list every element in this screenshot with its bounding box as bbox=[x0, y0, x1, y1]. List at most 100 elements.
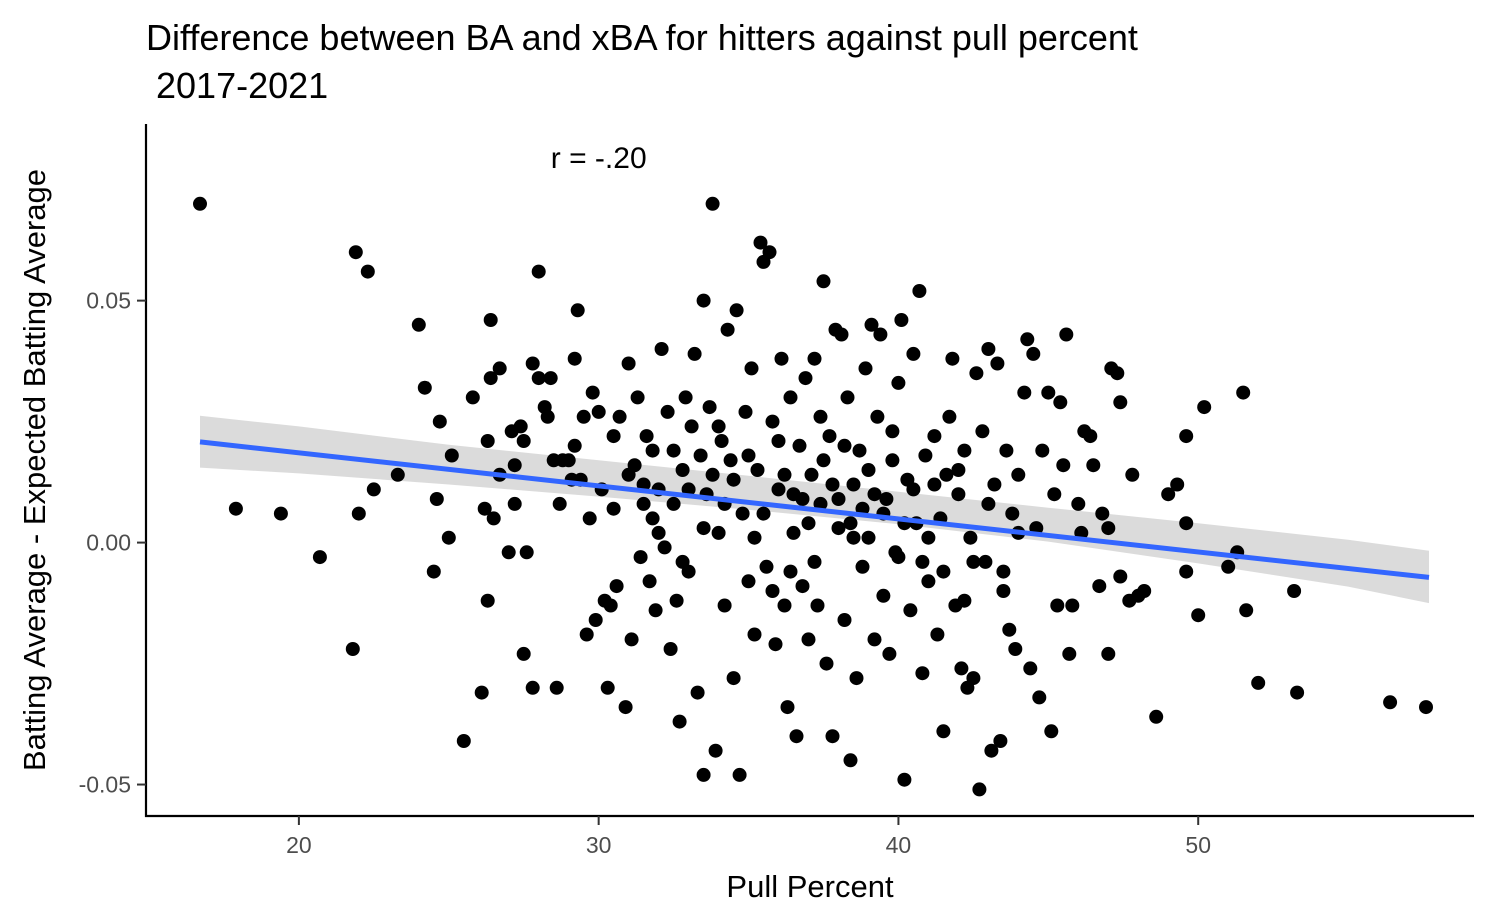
data-point-259 bbox=[771, 434, 786, 448]
data-point-154 bbox=[879, 492, 894, 506]
data-point-25 bbox=[486, 511, 501, 526]
data-point-67 bbox=[621, 356, 636, 371]
data-point-22 bbox=[480, 434, 495, 448]
data-point-218 bbox=[1086, 458, 1101, 473]
data-point-209 bbox=[1053, 395, 1068, 410]
data-point-269 bbox=[921, 530, 936, 545]
data-point-110 bbox=[747, 627, 762, 642]
data-point-76 bbox=[648, 603, 663, 618]
data-point-239 bbox=[1221, 559, 1236, 574]
data-point-184 bbox=[972, 782, 987, 797]
data-point-129 bbox=[804, 467, 819, 482]
data-point-199 bbox=[1020, 332, 1035, 347]
data-point-143 bbox=[846, 477, 861, 492]
data-point-30 bbox=[507, 458, 522, 473]
y-tick-label--0.05: -0.05 bbox=[79, 772, 131, 798]
data-point-118 bbox=[771, 482, 786, 497]
data-point-21 bbox=[480, 593, 495, 608]
data-point-195 bbox=[1005, 506, 1020, 521]
data-point-237 bbox=[1191, 608, 1206, 623]
data-point-283 bbox=[927, 477, 942, 492]
data-point-79 bbox=[657, 540, 672, 555]
data-point-70 bbox=[630, 390, 645, 405]
data-point-108 bbox=[741, 574, 756, 589]
data-point-243 bbox=[1251, 675, 1266, 690]
data-point-168 bbox=[921, 574, 936, 589]
data-point-192 bbox=[996, 564, 1011, 579]
data-point-73 bbox=[639, 429, 654, 444]
data-point-88 bbox=[684, 419, 699, 434]
data-point-103 bbox=[726, 671, 741, 686]
data-point-174 bbox=[942, 409, 957, 424]
data-point-12 bbox=[426, 564, 441, 579]
data-point-13 bbox=[429, 492, 444, 506]
data-point-15 bbox=[441, 530, 456, 545]
data-point-66 bbox=[618, 700, 633, 715]
data-point-62 bbox=[603, 598, 618, 613]
data-point-5 bbox=[348, 245, 363, 260]
data-point-201 bbox=[1026, 346, 1041, 361]
data-point-132 bbox=[813, 496, 828, 511]
data-point-95 bbox=[702, 400, 717, 415]
data-point-204 bbox=[1035, 443, 1050, 458]
data-point-244 bbox=[1287, 584, 1302, 598]
data-point-4 bbox=[345, 642, 360, 656]
data-point-85 bbox=[675, 463, 690, 477]
chart-title-line-1: Difference between BA and xBA for hitter… bbox=[146, 17, 1138, 58]
x-tick-layer: 20 30 40 50 bbox=[286, 816, 1211, 858]
data-point-49 bbox=[567, 351, 582, 366]
data-point-58 bbox=[591, 404, 606, 419]
data-point-81 bbox=[663, 642, 678, 656]
data-point-160 bbox=[897, 772, 912, 787]
data-point-232 bbox=[1161, 487, 1176, 502]
data-point-226 bbox=[1113, 395, 1128, 410]
data-point-84 bbox=[672, 714, 687, 729]
data-point-200 bbox=[1023, 661, 1038, 676]
data-point-285 bbox=[795, 492, 810, 506]
data-point-256 bbox=[726, 472, 741, 487]
data-point-97 bbox=[708, 743, 723, 758]
data-point-212 bbox=[1062, 646, 1077, 661]
data-point-111 bbox=[750, 463, 765, 477]
data-point-220 bbox=[1095, 506, 1110, 521]
data-point-235 bbox=[1179, 516, 1194, 531]
data-point-121 bbox=[780, 700, 795, 715]
data-point-205 bbox=[1041, 385, 1056, 400]
data-point-72 bbox=[636, 496, 651, 511]
data-point-274 bbox=[996, 584, 1011, 598]
data-point-254 bbox=[696, 521, 711, 536]
data-point-63 bbox=[606, 501, 621, 516]
data-point-100 bbox=[717, 598, 732, 613]
data-point-57 bbox=[588, 613, 603, 627]
data-point-255 bbox=[711, 419, 726, 434]
data-point-122 bbox=[783, 390, 798, 405]
data-point-146 bbox=[855, 559, 870, 574]
data-point-189 bbox=[987, 477, 1002, 492]
data-point-86 bbox=[678, 390, 693, 405]
data-point-37 bbox=[525, 356, 540, 371]
x-tick-label-50: 50 bbox=[1185, 832, 1211, 858]
data-point-231 bbox=[1149, 709, 1164, 724]
data-point-133 bbox=[816, 274, 831, 289]
data-point-90 bbox=[690, 685, 705, 700]
data-point-126 bbox=[795, 579, 810, 594]
data-point-224 bbox=[1110, 366, 1125, 381]
data-point-50 bbox=[567, 438, 582, 453]
x-axis-title: Pull Percent bbox=[726, 869, 894, 904]
data-point-169 bbox=[927, 429, 942, 444]
data-point-33 bbox=[516, 646, 531, 661]
data-point-249 bbox=[621, 467, 636, 482]
data-point-131 bbox=[810, 598, 825, 613]
data-point-134 bbox=[819, 656, 834, 671]
trend-line-layer bbox=[199, 439, 1430, 580]
data-point-177 bbox=[951, 487, 966, 502]
data-point-198 bbox=[1017, 385, 1032, 400]
data-point-211 bbox=[1059, 327, 1074, 342]
data-point-151 bbox=[870, 409, 885, 424]
data-point-194 bbox=[1002, 622, 1017, 637]
data-point-296 bbox=[783, 564, 798, 579]
data-point-19 bbox=[474, 685, 489, 700]
data-point-295 bbox=[813, 409, 828, 424]
data-point-173 bbox=[939, 467, 954, 482]
